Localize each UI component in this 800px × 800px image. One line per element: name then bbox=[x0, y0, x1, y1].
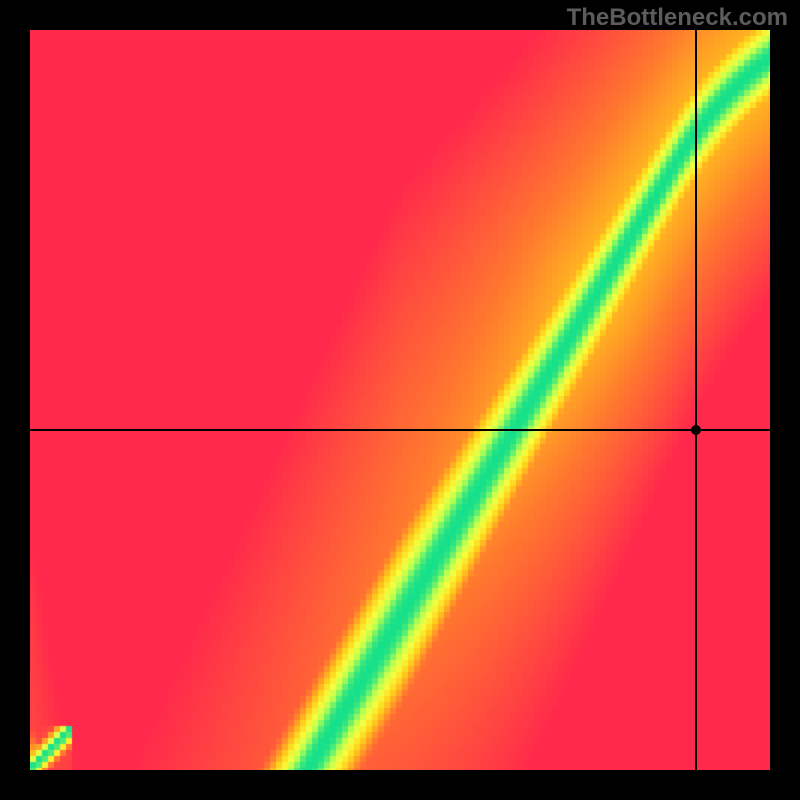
crosshair-horizontal bbox=[30, 429, 770, 431]
crosshair-vertical bbox=[695, 30, 697, 770]
bottleneck-heatmap bbox=[30, 30, 770, 770]
watermark-text: TheBottleneck.com bbox=[567, 4, 788, 32]
crosshair-marker bbox=[691, 425, 701, 435]
